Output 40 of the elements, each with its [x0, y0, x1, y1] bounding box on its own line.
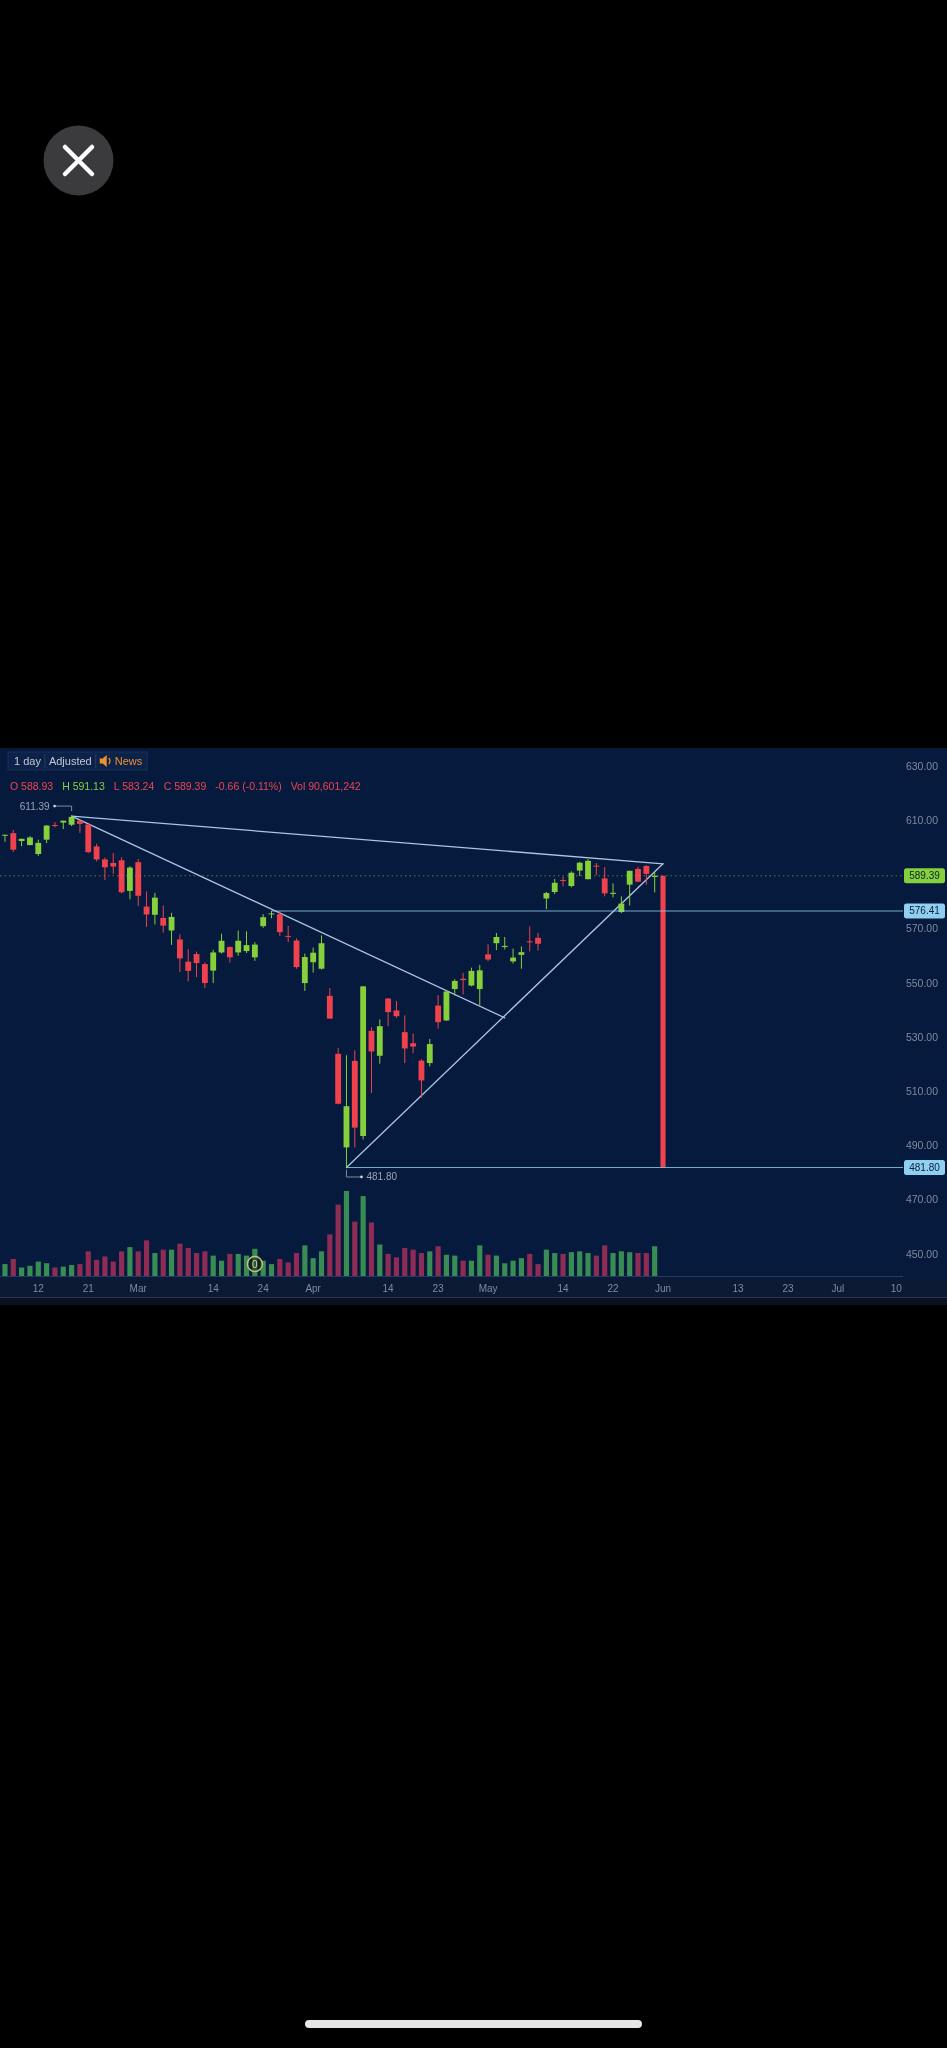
- y-tick-label: 530.00: [905, 1030, 939, 1043]
- x-tick-label: 22: [607, 1282, 620, 1294]
- annotation: Vol 90,601,242: [290, 780, 361, 792]
- x-tick-label: 24: [257, 1282, 270, 1294]
- annotation: 1 day: [14, 755, 42, 767]
- annotation: -0.66 (-0.11%): [215, 780, 282, 792]
- x-tick-label: 23: [432, 1282, 445, 1294]
- y-tick-label: 550.00: [905, 976, 939, 989]
- x-tick-label: 10: [890, 1282, 903, 1294]
- x-tick-label: 14: [557, 1282, 570, 1294]
- x-tick-label: 23: [782, 1282, 794, 1294]
- y-tick-label: 570.00: [905, 922, 939, 935]
- x-tick-label: May: [478, 1282, 498, 1294]
- annotation: L 583.24: [113, 780, 155, 792]
- y-tick-label: 610.00: [905, 813, 939, 826]
- y-tick-label: 470.00: [905, 1193, 939, 1206]
- y-tick-label: 630.00: [905, 759, 939, 772]
- x-tick-label: 13: [732, 1282, 744, 1294]
- y-tick-label: 490.00: [905, 1139, 939, 1152]
- ref-line-label: 481.80: [909, 1161, 941, 1173]
- annotation: Adjusted: [48, 755, 92, 767]
- x-tick-label: Apr: [305, 1282, 322, 1294]
- x-tick-label: 12: [32, 1282, 45, 1294]
- annotation: 0: [252, 1258, 259, 1270]
- annotation: C 589.39: [163, 780, 207, 792]
- ref-line-label: 589.39: [909, 870, 941, 882]
- x-tick-label: 14: [207, 1282, 220, 1294]
- x-tick-label: Jul: [831, 1282, 845, 1294]
- x-tick-label: Mar: [129, 1282, 148, 1294]
- ref-line-label: 576.41: [909, 905, 941, 917]
- x-tick-label: Jun: [654, 1282, 672, 1294]
- annotation: O 588.93: [10, 780, 54, 792]
- y-tick-label: 510.00: [905, 1085, 939, 1098]
- annotation: H 591.13: [62, 780, 105, 792]
- x-tick-label: 14: [382, 1282, 395, 1294]
- y-tick-label: 450.00: [905, 1247, 939, 1260]
- annotation: 481.80: [366, 1171, 398, 1183]
- x-tick-label: 21: [82, 1282, 95, 1294]
- annotation: News: [114, 755, 143, 767]
- annotation: 611.39: [19, 800, 51, 812]
